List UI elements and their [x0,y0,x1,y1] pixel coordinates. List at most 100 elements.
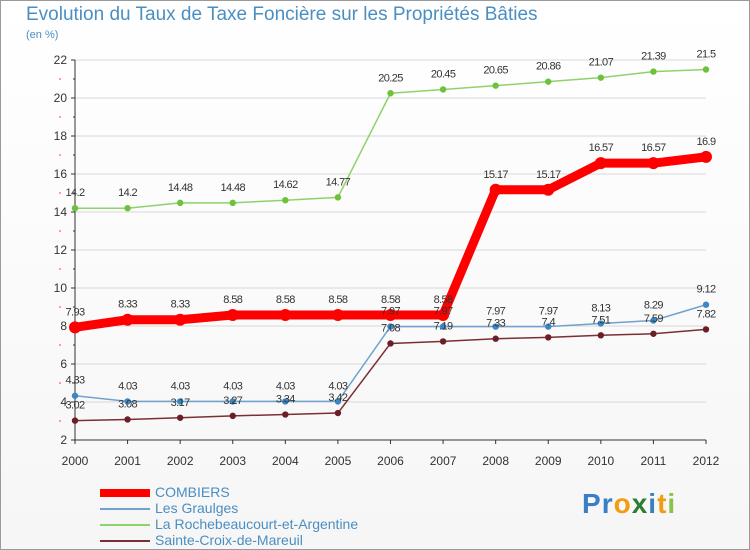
data-label: 8.33 [171,299,190,311]
data-point [492,82,499,89]
data-point [542,183,555,196]
proxiti-logo: Proxiti [582,488,676,520]
data-label: 7.97 [486,306,505,318]
data-label: 15.17 [536,169,561,181]
data-point [437,308,450,321]
data-point [492,335,499,342]
data-label: 21.39 [641,51,666,63]
data-label: 3.02 [65,400,84,412]
logo-letter: P [582,488,602,519]
x-tick-label-2003: 2003 [219,454,246,468]
logo-letter: i [667,488,677,519]
data-label: 7.82 [696,308,715,320]
data-label: 3.17 [171,397,190,409]
x-tick-label-2000: 2000 [62,454,89,468]
chart-title: Evolution du Taux de Taxe Foncière sur l… [26,4,538,25]
legend-label: COMBIERS [155,484,230,500]
data-label: 3.08 [118,398,137,410]
x-tick-label-2008: 2008 [482,454,509,468]
data-label: 4.33 [65,375,84,387]
x-tick-label-2009: 2009 [535,454,562,468]
data-label: 14.2 [118,187,137,199]
data-label: 7.51 [591,314,610,326]
data-point [439,338,447,345]
data-label: 4.03 [171,380,190,392]
data-label: 7.08 [381,322,400,334]
data-point [121,313,134,326]
data-label: 7.97 [434,306,453,318]
data-point [702,66,710,73]
data-point [650,330,657,337]
data-point [489,183,502,196]
data-label: 4.03 [118,380,137,392]
data-point [331,308,344,321]
data-label: 14.2 [65,187,84,199]
data-point [492,323,499,330]
data-label: 7.4 [542,316,556,328]
data-label: 7.97 [381,306,400,318]
data-label: 9.12 [696,284,715,296]
data-point [282,398,289,405]
x-tick-label-2012: 2012 [693,454,720,468]
data-label: 21.5 [696,49,715,61]
x-tick-label-2001: 2001 [114,454,141,468]
data-point [282,197,289,204]
data-point [545,334,552,341]
y-tick-label-4: 4 [60,395,67,409]
y-tick-label-18: 18 [54,129,68,143]
data-point [229,398,236,405]
data-point [226,308,239,321]
data-point [702,301,710,308]
legend-label: Sainte-Croix-de-Mareuil [155,532,303,548]
data-label: 3.42 [328,392,347,404]
data-label: 8.58 [328,294,347,306]
data-point [700,150,712,163]
y-tick-label-22: 22 [54,53,68,67]
data-point [176,414,184,421]
data-label: 14.62 [273,179,298,191]
data-label: 20.25 [378,72,403,84]
data-point [124,205,131,212]
data-label: 8.33 [118,299,137,311]
data-label: 8.58 [276,294,295,306]
y-axis-unit-label: (en %) [26,29,59,41]
data-label: 7.19 [434,320,453,332]
data-label: 14.48 [220,182,245,194]
logo-letter: i [648,488,658,519]
data-label: 8.58 [381,294,400,306]
data-label: 7.93 [65,306,84,318]
data-label: 4.03 [328,380,347,392]
data-label: 21.07 [589,57,614,69]
legend-swatch [100,524,150,526]
logo-letter: t [657,488,668,519]
y-tick-label-20: 20 [54,91,68,105]
data-point [229,412,236,420]
data-point [387,90,394,97]
data-point [229,199,236,207]
data-point [174,313,187,326]
data-label: 8.13 [591,303,610,315]
data-label: 8.29 [644,299,663,311]
data-label: 7.59 [644,313,663,325]
data-point [594,157,607,170]
data-label: 8.58 [434,294,453,306]
data-point [384,308,397,321]
data-point [647,157,660,170]
y-tick-label-14: 14 [54,205,68,219]
data-point [597,332,605,339]
data-label: 16.57 [641,142,666,154]
data-point [650,317,657,324]
x-tick-label-2010: 2010 [587,454,614,468]
data-point [650,68,657,75]
data-point [702,326,710,333]
data-label: 16.57 [589,142,614,154]
data-point [69,321,81,334]
x-tick-label-2011: 2011 [641,454,667,468]
data-label: 16.9 [696,136,715,148]
data-label: 7.97 [539,306,558,318]
data-label: 4.03 [223,380,242,392]
data-point [334,398,342,405]
x-tick-label-2006: 2006 [377,454,404,468]
data-point [124,416,131,423]
